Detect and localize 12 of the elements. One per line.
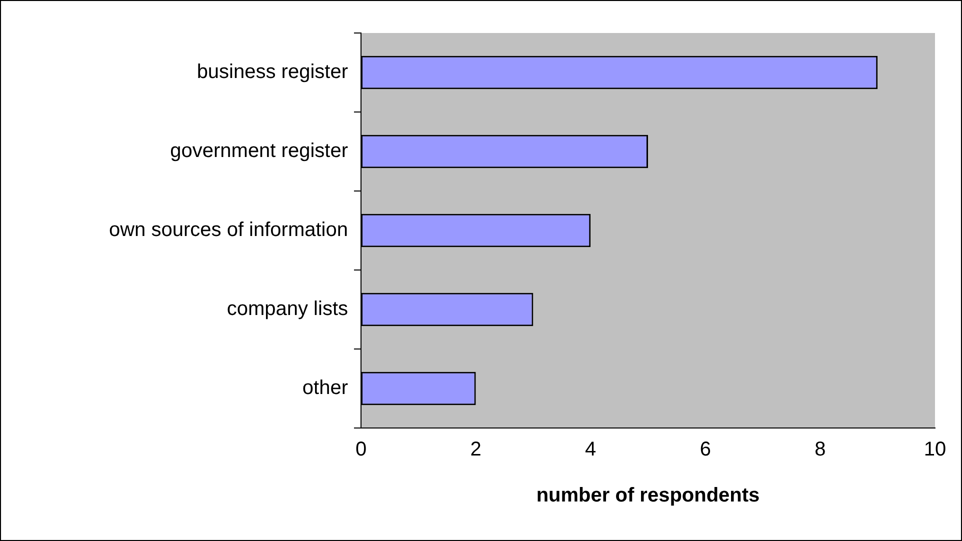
x-axis-title: number of respondents — [536, 484, 760, 507]
x-tick-label: 4 — [585, 438, 596, 461]
y-tick-label: own sources of information — [108, 219, 348, 242]
x-tick-label: 6 — [700, 438, 711, 461]
y-tick-label: company lists — [226, 298, 348, 320]
x-tick-label: 8 — [814, 438, 826, 461]
y-tick-label: government register — [170, 140, 348, 162]
y-tick-label: business register — [196, 61, 348, 84]
x-tick-label: 0 — [355, 438, 367, 461]
x-tick-label: 10 — [924, 438, 946, 461]
y-tick-label: other — [302, 377, 348, 400]
x-tick-label: 2 — [470, 438, 482, 461]
